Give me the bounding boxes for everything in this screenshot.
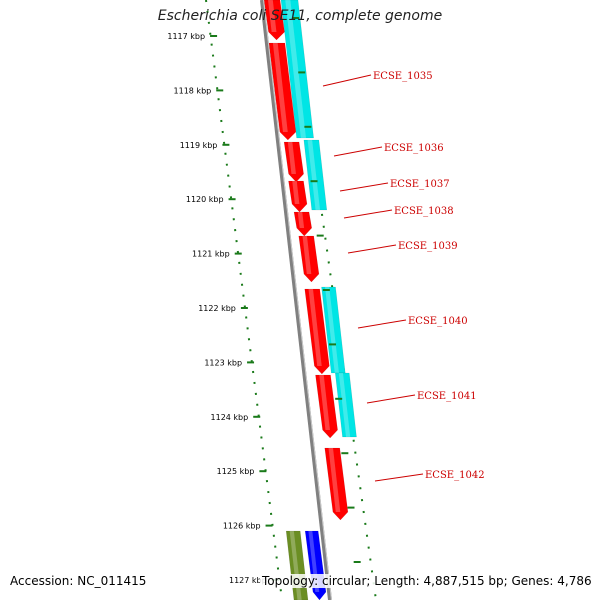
gene-leader-line: [366, 394, 416, 404]
gene-block-1040-shade: [308, 289, 322, 366]
kbp-label: 1121 kbp: [192, 250, 230, 259]
gene-label-ecse_1037[interactable]: ECSE_1037: [390, 179, 450, 190]
gene-leader-line: [333, 146, 383, 157]
gene-leader-line: [343, 209, 393, 219]
gene-label-ecse_1041[interactable]: ECSE_1041: [417, 391, 477, 402]
cyan-stripe-2-shade: [307, 140, 321, 210]
gene-block-1038-shade: [297, 212, 305, 228]
genes-layer: [263, 0, 357, 601]
kbp-label: 1117 kbp: [167, 32, 205, 41]
gene-block-1037-shade: [292, 181, 300, 204]
gene-block-1035[interactable]: [268, 42, 297, 141]
outer-dotted-track: [291, 0, 377, 601]
gene-block-1042[interactable]: [324, 447, 349, 521]
gene-leader-line: [357, 319, 407, 329]
gene-label-ecse_1039[interactable]: ECSE_1039: [398, 241, 458, 252]
inner-dotted-track: [205, 0, 283, 601]
gene-label-ecse_1036[interactable]: ECSE_1036: [384, 143, 444, 154]
kbp-label: 1118 kbp: [174, 86, 212, 95]
gene-block-1034[interactable]: [263, 0, 285, 41]
gene-label-ecse_1040[interactable]: ECSE_1040: [408, 316, 468, 327]
cyan-stripe-4[interactable]: [334, 372, 357, 438]
gene-block-1035-shade: [272, 43, 288, 132]
gene-label-ecse_1042[interactable]: ECSE_1042: [425, 470, 485, 481]
gene-leader-line: [339, 182, 389, 192]
backbone-line: [260, 0, 332, 601]
accession-text: Accession: NC_011415: [8, 574, 149, 588]
gene-block-1034-shade: [268, 0, 277, 32]
gene-block-1036[interactable]: [283, 141, 304, 183]
gene-block-1041[interactable]: [315, 374, 338, 439]
gene-block-1039-shade: [302, 236, 312, 274]
kbp-ticks-layer: 1117 kbp 1118 kbp 1119 kbp 1120 kbp 1121 kbp…: [167, 17, 361, 585]
gene-block-1036-shade: [287, 142, 296, 174]
genome-title: Escherichia coli SE11, complete genome: [157, 8, 443, 24]
topology-text: Topology: circular; Length: 4,887,515 bp…: [260, 574, 594, 588]
gene-label-ecse_1038[interactable]: ECSE_1038: [394, 206, 454, 217]
kbp-label: 1124 kbp: [211, 413, 249, 422]
kbp-label: 1120 kbp: [186, 195, 224, 204]
kbp-label: 1126 kbp: [223, 522, 261, 531]
gene-block-1040[interactable]: [304, 288, 330, 375]
kbp-label: 1127 kbp: [229, 576, 267, 585]
gene-leader-line: [374, 473, 424, 482]
cyan-stripe-2[interactable]: [303, 139, 328, 211]
kbp-label: 1122 kbp: [198, 304, 236, 313]
kbp-label: 1119 kbp: [180, 141, 218, 150]
gene-labels-layer: ECSE_1035 ECSE_1036 ECSE_1037 ECSE_1038 ECSE…: [322, 71, 485, 482]
gene-block-1037[interactable]: [288, 180, 308, 213]
kbp-label: 1125 kbp: [217, 467, 255, 476]
gene-block-1041-shade: [319, 375, 330, 430]
cyan-stripe-4-shade: [338, 373, 351, 437]
kbp-label: 1123 kbp: [204, 358, 242, 367]
gene-leader-line: [322, 74, 372, 87]
gene-block-1038[interactable]: [293, 211, 313, 237]
cyan-stripe-1[interactable]: [280, 0, 314, 139]
cyan-stripe-3-shade: [325, 287, 339, 373]
gene-block-1039[interactable]: [298, 235, 320, 283]
cyan-stripe-1-shade: [285, 0, 306, 138]
gene-leader-line: [347, 244, 397, 254]
backbone-highlight: [263, 0, 332, 601]
gene-label-ecse_1035[interactable]: ECSE_1035: [373, 71, 433, 82]
gene-block-1042-shade: [328, 448, 341, 512]
